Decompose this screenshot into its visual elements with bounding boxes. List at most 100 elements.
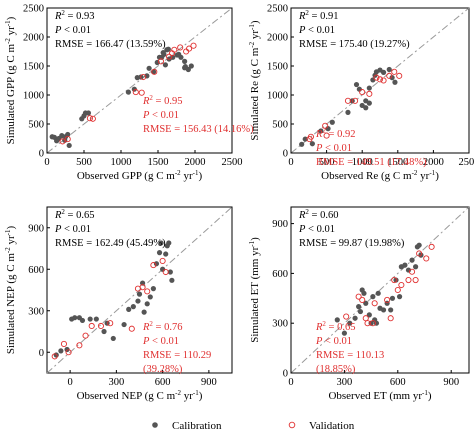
y-tick-label: 1500 — [23, 62, 44, 73]
calibration-point — [178, 55, 183, 60]
validation-stat-line-1: R2 = 0.95 — [142, 94, 182, 107]
x-tick-label: 0 — [288, 377, 293, 388]
calibration-point — [363, 105, 368, 110]
calibration-point — [370, 294, 375, 299]
x-tick-label: 2500 — [459, 157, 474, 168]
calibration-point — [381, 70, 386, 75]
validation-stat-line-3: RMSE = 110.13 — [316, 350, 384, 361]
calibration-point — [361, 291, 366, 296]
calibration-point — [397, 294, 402, 299]
y-axis-label: Simulated GPP (g C m-2 yr-1) — [4, 16, 17, 144]
x-tick-label: 2000 — [185, 157, 206, 168]
x-tick-label: 0 — [68, 377, 73, 388]
calibration-point — [151, 286, 156, 291]
calibration-point — [163, 62, 168, 67]
calibration-point — [58, 348, 63, 353]
x-axis-label: Observed ET (mm yr-1) — [328, 389, 431, 402]
calibration-point — [121, 322, 126, 327]
validation-point — [160, 258, 165, 263]
calibration-point — [182, 59, 187, 64]
validation-point — [344, 314, 349, 319]
calibration-point — [157, 250, 162, 255]
y-tick-label: 300 — [28, 306, 44, 317]
validation-point — [129, 326, 134, 331]
y-axis-label: Simulated NEP (g C m-2 yr-1) — [4, 226, 17, 355]
x-tick-label: 300 — [109, 377, 125, 388]
validation-point — [89, 323, 94, 328]
calibration-point — [166, 240, 171, 245]
y-tick-label: 500 — [28, 120, 44, 131]
y-tick-label: 0 — [39, 149, 44, 160]
calibration-point — [54, 352, 59, 357]
validation-stat-line-2: P < 0.01 — [142, 110, 179, 121]
validation-point — [424, 256, 429, 261]
y-tick-label: 2000 — [23, 33, 44, 44]
x-tick-label: 600 — [155, 377, 171, 388]
calibration-stat-line-2: P < 0.01 — [54, 224, 91, 235]
calibration-stat-line-2: P < 0.01 — [298, 25, 335, 36]
validation-stat-line-1: R2 = 0.92 — [315, 127, 355, 140]
y-axis-label: Simulated Re (g C m-2 yr-1) — [248, 20, 261, 141]
x-axis-label: Observed NEP (g C m-2 yr-1) — [77, 389, 203, 402]
x-tick-label: 600 — [390, 377, 406, 388]
x-tick-label: 900 — [443, 377, 459, 388]
calibration-point — [402, 263, 407, 268]
x-tick-label: 1000 — [111, 157, 132, 168]
y-tick-label: 600 — [272, 269, 288, 280]
validation-point — [406, 277, 411, 282]
validation-point — [61, 341, 66, 346]
validation-point — [392, 69, 397, 74]
calibration-point — [352, 316, 357, 321]
calibration-point — [67, 143, 72, 148]
x-tick-label: 2500 — [222, 157, 243, 168]
legend-calibration-marker — [152, 422, 158, 428]
x-tick-label: 0 — [44, 157, 49, 168]
validation-stat-line-3: RMSE = 110.29 — [143, 350, 211, 361]
calibration-point — [330, 120, 335, 125]
y-tick-label: 900 — [272, 219, 288, 230]
validation-stat-line-2: P < 0.01 — [142, 336, 179, 347]
y-tick-label: 2000 — [267, 33, 288, 44]
calibration-point — [111, 336, 116, 341]
y-tick-label: 2500 — [267, 4, 288, 15]
calibration-stat-line-1: R2 = 0.65 — [54, 208, 94, 221]
legend-validation-marker — [289, 422, 295, 428]
validation-point — [381, 78, 386, 83]
x-tick-label: 0 — [288, 157, 293, 168]
validation-point — [139, 90, 144, 95]
validation-stat-line-3: RMSE = 149.51 (17.48%) — [316, 157, 427, 168]
calibration-point — [409, 258, 414, 263]
calibration-point — [390, 296, 395, 301]
validation-stat-line-3: RMSE = 156.43 (14.16%) — [143, 124, 254, 135]
validation-stat-line-1: R2 = 0.65 — [315, 320, 355, 333]
calibration-point — [80, 318, 85, 323]
calibration-point — [299, 142, 304, 147]
calibration-point — [147, 66, 152, 71]
calibration-point — [345, 110, 350, 115]
calibration-point — [86, 110, 91, 115]
calibration-point — [154, 261, 159, 266]
validation-stat-line-2: P < 0.01 — [315, 143, 352, 154]
calibration-point — [367, 101, 372, 106]
validation-point — [395, 287, 400, 292]
calibration-stat-line-1: R2 = 0.60 — [298, 208, 338, 221]
y-tick-label: 300 — [272, 319, 288, 330]
calibration-point — [189, 63, 194, 68]
calibration-stat-line-3: RMSE = 162.49 (45.49%) — [55, 238, 166, 249]
calibration-point — [183, 64, 188, 69]
validation-point — [191, 43, 196, 48]
calibration-point — [388, 307, 393, 312]
calibration-point — [131, 304, 136, 309]
calibration-point — [163, 251, 168, 256]
calibration-point — [142, 310, 147, 315]
x-tick-label: 900 — [201, 377, 217, 388]
calibration-point — [94, 316, 99, 321]
y-tick-label: 600 — [28, 265, 44, 276]
calibration-point — [413, 264, 418, 269]
y-tick-label: 0 — [283, 149, 288, 160]
validation-point — [360, 90, 365, 95]
